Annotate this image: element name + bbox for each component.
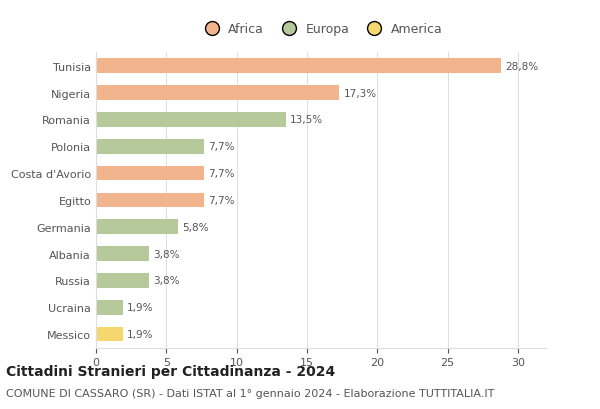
Bar — [96, 139, 204, 154]
Text: 3,8%: 3,8% — [154, 249, 180, 259]
Bar — [96, 193, 204, 208]
Text: 7,7%: 7,7% — [209, 142, 235, 152]
Text: 7,7%: 7,7% — [209, 196, 235, 205]
Text: 28,8%: 28,8% — [505, 62, 538, 72]
Bar — [96, 300, 123, 315]
Text: 5,8%: 5,8% — [182, 222, 208, 232]
Bar — [96, 247, 149, 261]
Text: 3,8%: 3,8% — [154, 276, 180, 286]
Bar — [96, 220, 178, 234]
Bar — [96, 113, 286, 128]
Bar — [96, 327, 123, 342]
Text: 7,7%: 7,7% — [209, 169, 235, 179]
Bar — [96, 59, 501, 74]
Text: 1,9%: 1,9% — [127, 329, 154, 339]
Bar — [96, 273, 149, 288]
Bar — [96, 166, 204, 181]
Text: 13,5%: 13,5% — [290, 115, 323, 125]
Text: Cittadini Stranieri per Cittadinanza - 2024: Cittadini Stranieri per Cittadinanza - 2… — [6, 364, 335, 378]
Text: 17,3%: 17,3% — [343, 88, 377, 98]
Text: 1,9%: 1,9% — [127, 303, 154, 312]
Bar — [96, 86, 339, 101]
Legend: Africa, Europa, America: Africa, Europa, America — [194, 18, 448, 41]
Text: COMUNE DI CASSARO (SR) - Dati ISTAT al 1° gennaio 2024 - Elaborazione TUTTITALIA: COMUNE DI CASSARO (SR) - Dati ISTAT al 1… — [6, 389, 494, 398]
